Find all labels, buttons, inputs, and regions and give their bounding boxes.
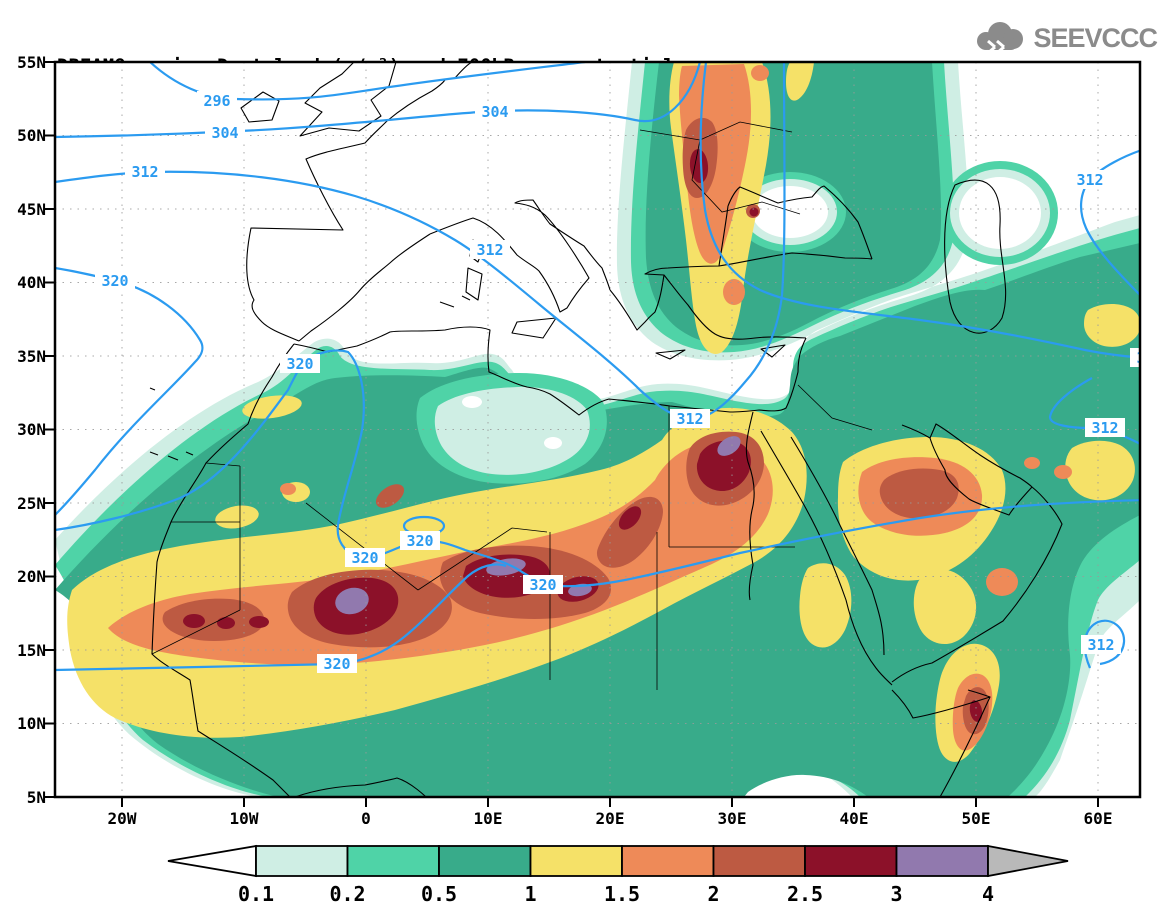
colorbar-level-label: 0.2	[329, 882, 365, 906]
lat-tick-label: 30N	[17, 420, 46, 439]
contour-label: 312	[1076, 171, 1103, 189]
colorbar-cell	[804, 845, 898, 877]
lon-tick-label: 30E	[718, 809, 747, 828]
contour-label: 320	[406, 532, 433, 550]
contour-label: 312	[676, 410, 703, 428]
dust-layer-3	[335, 436, 741, 615]
cloud-icon	[977, 22, 1024, 55]
latitude-axis: 55N 50N 45N 40N 35N 30N 25N 20N 15N 10N …	[17, 53, 46, 807]
lon-tick-label: 10E	[474, 809, 503, 828]
contour-label: 296	[203, 92, 230, 110]
colorbar-cell	[529, 845, 623, 877]
colorbar-level-label: 4	[982, 882, 994, 906]
contour-label: 320	[529, 576, 556, 594]
contour-label: 312	[131, 163, 158, 181]
lon-tick-label: 60E	[1084, 809, 1113, 828]
lat-tick-label: 40N	[17, 273, 46, 292]
colorbar-cell	[346, 845, 440, 877]
country-borders	[151, 121, 873, 690]
contour-label: 320	[286, 355, 313, 373]
colorbar-level-label: 1	[524, 882, 536, 906]
lon-tick-label: 10W	[230, 809, 259, 828]
colorbar-level-label: 2.5	[787, 882, 823, 906]
colorbar-cell	[895, 845, 989, 877]
colorbar-level-label: 2	[707, 882, 719, 906]
lon-tick-label: 20W	[108, 809, 137, 828]
contour-label: 320	[351, 549, 378, 567]
lat-tick-label: 15N	[17, 641, 46, 660]
contour-label: 312	[1091, 419, 1118, 437]
axis-ticks	[45, 61, 1099, 807]
lat-tick-label: 45N	[17, 200, 46, 219]
contour-label: 320	[323, 655, 350, 673]
colorbar-cell	[621, 845, 715, 877]
pale-patches	[416, 161, 1058, 484]
colorbar-cell	[438, 845, 532, 877]
lat-tick-label: 50N	[17, 126, 46, 145]
contour-labels: 296 304 304 312 312 320 320 312 320 320 …	[95, 91, 1163, 673]
contour-label: 304	[1136, 349, 1163, 367]
colorbar-cell	[255, 845, 349, 877]
lat-tick-label: 55N	[17, 53, 46, 72]
contour-label: 320	[101, 272, 128, 290]
colorbar-underflow-arrow	[167, 844, 257, 878]
logo-text: SEEVCCC	[1033, 22, 1158, 53]
contour-label: 304	[211, 124, 238, 142]
lat-tick-label: 5N	[27, 788, 46, 807]
coastlines	[149, 62, 1063, 797]
seevccc-logo: SEEVCCC	[971, 16, 1158, 60]
dust-layer-2.5	[183, 149, 983, 722]
longitude-axis: 20W 10W 0 10E 20E 30E 40E 50E 60E	[108, 809, 1113, 828]
colorbar-level-label: 0.1	[238, 882, 274, 906]
colorbar-level-label: 3	[890, 882, 902, 906]
lat-tick-label: 20N	[17, 567, 46, 586]
lon-tick-label: 40E	[840, 809, 869, 828]
colorbar-overflow-arrow	[987, 844, 1069, 878]
lon-tick-label: 50E	[962, 809, 991, 828]
colorbar-level-label: 1.5	[604, 882, 640, 906]
colorbar: 0.1 0.2 0.5 1 1.5 2 2.5 3 4	[167, 844, 1069, 906]
lat-tick-label: 35N	[17, 347, 46, 366]
contour-label: 304	[481, 103, 508, 121]
lat-tick-label: 25N	[17, 494, 46, 513]
contour-label: 312	[476, 241, 503, 259]
lat-tick-label: 10N	[17, 714, 46, 733]
contour-label: 312	[1087, 636, 1114, 654]
colorbar-level-label: 0.5	[421, 882, 457, 906]
lon-tick-label: 0	[361, 809, 371, 828]
map-plot-area: 296 304 304 312 312 320 320 312 320 320 …	[55, 62, 1163, 797]
colorbar-cell	[712, 845, 806, 877]
lon-tick-label: 20E	[596, 809, 625, 828]
